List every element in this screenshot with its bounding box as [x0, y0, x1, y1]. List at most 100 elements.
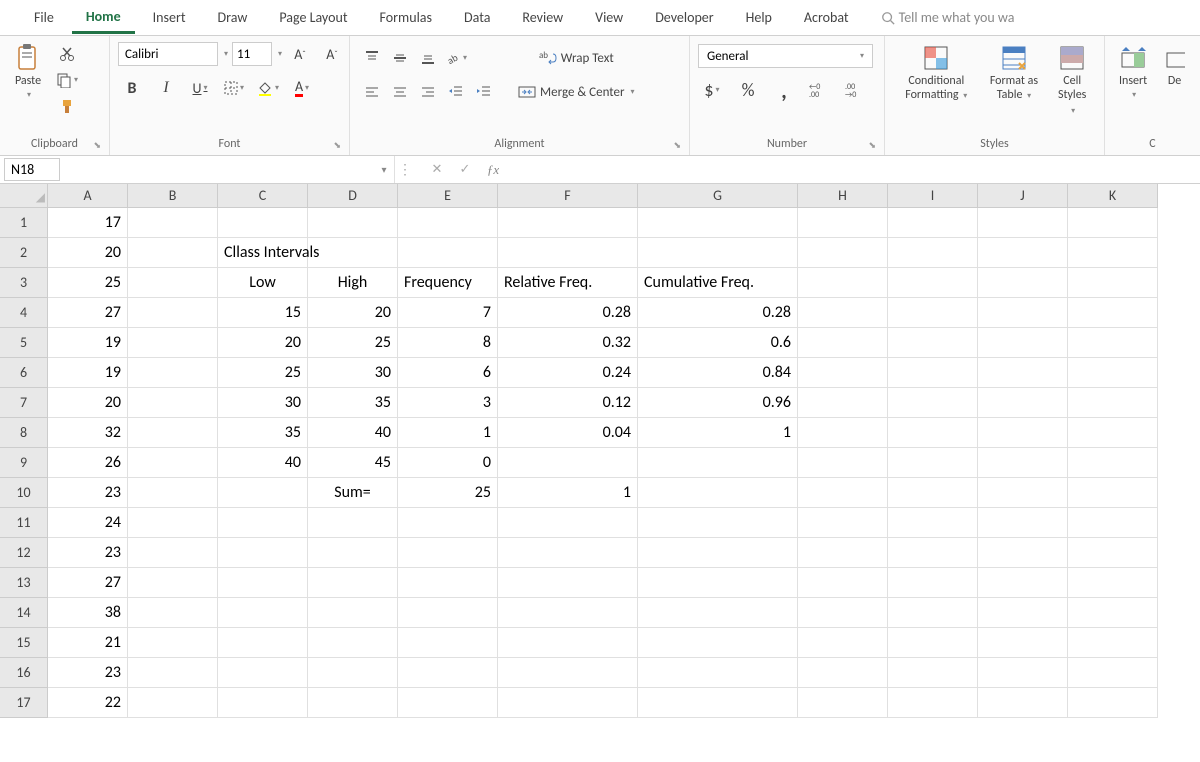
cell[interactable]: 0.04	[498, 418, 638, 448]
cell[interactable]	[1068, 538, 1158, 568]
cell[interactable]	[128, 388, 218, 418]
cell[interactable]	[1068, 508, 1158, 538]
cell[interactable]	[978, 658, 1068, 688]
cell[interactable]: 17	[48, 208, 128, 238]
font-size-input[interactable]	[232, 42, 272, 66]
cell[interactable]	[888, 448, 978, 478]
cell[interactable]	[978, 688, 1068, 718]
borders-button[interactable]: ▾	[220, 74, 248, 102]
cell[interactable]	[128, 628, 218, 658]
cell[interactable]	[798, 508, 888, 538]
tab-page-layout[interactable]: Page Layout	[265, 3, 361, 32]
format-as-table-button[interactable]: Format as Table ▾	[982, 40, 1047, 107]
cell[interactable]	[218, 478, 308, 508]
cell[interactable]	[1068, 448, 1158, 478]
select-all-corner[interactable]: ◢	[0, 184, 48, 208]
cell[interactable]	[498, 508, 638, 538]
tab-developer[interactable]: Developer	[641, 3, 727, 32]
cell[interactable]	[978, 388, 1068, 418]
cell[interactable]	[218, 538, 308, 568]
column-header[interactable]: I	[888, 184, 978, 208]
cell[interactable]	[498, 568, 638, 598]
cell[interactable]	[888, 658, 978, 688]
cell[interactable]	[798, 328, 888, 358]
cell[interactable]: 1	[498, 478, 638, 508]
cell[interactable]: 25	[48, 268, 128, 298]
cell[interactable]	[978, 568, 1068, 598]
cell[interactable]	[638, 628, 798, 658]
cell[interactable]: 32	[48, 418, 128, 448]
row-header[interactable]: 17	[0, 688, 48, 718]
cell[interactable]: 15	[218, 298, 308, 328]
cell[interactable]	[128, 208, 218, 238]
cell[interactable]	[1068, 478, 1158, 508]
cell[interactable]: 0.28	[498, 298, 638, 328]
cell[interactable]	[398, 628, 498, 658]
cell[interactable]	[638, 658, 798, 688]
cell[interactable]	[888, 418, 978, 448]
underline-button[interactable]: U▾	[186, 74, 214, 102]
cell[interactable]	[398, 568, 498, 598]
cell[interactable]	[128, 238, 218, 268]
cell[interactable]	[398, 688, 498, 718]
cell[interactable]	[978, 268, 1068, 298]
cell[interactable]	[498, 238, 638, 268]
cell[interactable]	[888, 238, 978, 268]
cell[interactable]	[798, 478, 888, 508]
cell[interactable]	[798, 238, 888, 268]
cell[interactable]	[498, 448, 638, 478]
comma-button[interactable]: ,	[770, 76, 798, 104]
cell[interactable]	[128, 298, 218, 328]
cell[interactable]	[798, 208, 888, 238]
cell[interactable]	[1068, 328, 1158, 358]
cell[interactable]: 40	[218, 448, 308, 478]
cell[interactable]: 19	[48, 358, 128, 388]
cell[interactable]	[888, 268, 978, 298]
row-header[interactable]: 10	[0, 478, 48, 508]
cell[interactable]	[1068, 418, 1158, 448]
conditional-formatting-button[interactable]: Conditional Formatting ▾	[893, 40, 980, 107]
column-header[interactable]: E	[398, 184, 498, 208]
cell[interactable]	[1068, 628, 1158, 658]
row-header[interactable]: 15	[0, 628, 48, 658]
cell[interactable]	[128, 688, 218, 718]
cell[interactable]	[978, 418, 1068, 448]
cell[interactable]	[1068, 298, 1158, 328]
cell[interactable]	[1068, 238, 1158, 268]
cell[interactable]	[218, 568, 308, 598]
cell[interactable]	[638, 508, 798, 538]
cell[interactable]	[798, 448, 888, 478]
cell[interactable]	[398, 658, 498, 688]
increase-indent-button[interactable]	[470, 78, 498, 106]
cell[interactable]	[888, 508, 978, 538]
cell[interactable]	[978, 238, 1068, 268]
decrease-indent-button[interactable]	[442, 78, 470, 106]
cell[interactable]	[888, 568, 978, 598]
cell[interactable]	[128, 268, 218, 298]
cell[interactable]: 21	[48, 628, 128, 658]
cell[interactable]	[398, 598, 498, 628]
cell[interactable]: Cllass Intervals	[218, 238, 308, 268]
cell[interactable]	[218, 598, 308, 628]
cell[interactable]	[128, 358, 218, 388]
cell[interactable]	[798, 658, 888, 688]
cell[interactable]	[978, 628, 1068, 658]
cell[interactable]	[308, 688, 398, 718]
cell[interactable]	[638, 448, 798, 478]
cell[interactable]	[398, 538, 498, 568]
cell[interactable]	[128, 568, 218, 598]
cell[interactable]: 38	[48, 598, 128, 628]
delete-cells-button[interactable]: De	[1157, 40, 1192, 92]
cell[interactable]: 20	[48, 388, 128, 418]
cell[interactable]	[638, 568, 798, 598]
cell[interactable]	[978, 358, 1068, 388]
cell[interactable]	[308, 658, 398, 688]
cell[interactable]	[308, 508, 398, 538]
name-box-dropdown[interactable]: ▾	[374, 163, 394, 176]
tell-me-search[interactable]: Tell me what you wa	[867, 3, 1029, 32]
cell[interactable]	[888, 628, 978, 658]
cell[interactable]: 27	[48, 568, 128, 598]
cell[interactable]: 20	[308, 298, 398, 328]
cell[interactable]	[978, 598, 1068, 628]
cell[interactable]: 0.32	[498, 328, 638, 358]
